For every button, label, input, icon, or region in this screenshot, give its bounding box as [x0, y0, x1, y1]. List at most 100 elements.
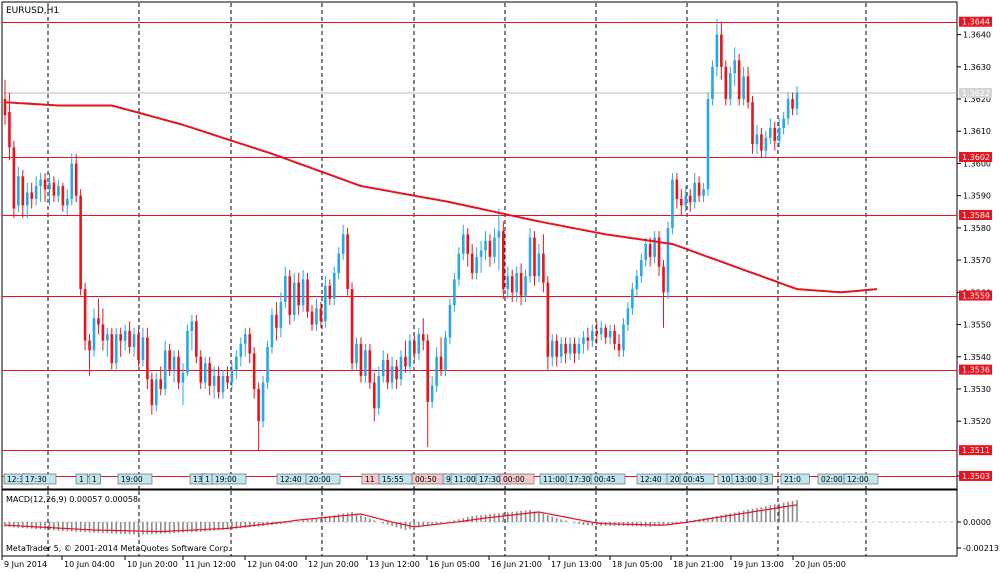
time-label-text: 00:45 [683, 475, 705, 484]
candle-body [604, 327, 607, 338]
time-label-tag [305, 473, 341, 485]
candle-body [332, 272, 336, 299]
price-tick-label: 1.3550 [963, 321, 991, 330]
candle-body [199, 356, 203, 383]
candle-body [728, 73, 732, 100]
candle-body [773, 128, 777, 141]
time-tick-label: 20 Jun 05:00 [795, 560, 846, 569]
candle-body [39, 179, 42, 187]
candle-body [146, 337, 149, 380]
candle-body [488, 240, 492, 257]
candle-body [248, 334, 252, 354]
candle-body [34, 186, 38, 199]
candle-body [12, 147, 16, 209]
time-label-tag [679, 473, 715, 485]
time-label-text: 12:40 [640, 475, 662, 484]
time-label-text: 13:00 [735, 475, 757, 484]
time-label-text: 00:50 [415, 475, 437, 484]
chart-title: EURUSD,H1 [6, 6, 59, 16]
candle-body [128, 330, 131, 348]
candle-body [25, 192, 29, 206]
time-label-text: 15:55 [382, 475, 404, 484]
candle-body [341, 234, 345, 254]
candle-body [461, 234, 465, 254]
candle-body [3, 99, 7, 116]
candle-body [782, 118, 785, 129]
level-price-label: 1.3559 [962, 292, 990, 301]
candle-body [315, 308, 318, 325]
candle-body [435, 356, 438, 386]
candle-body [275, 314, 278, 328]
candle-body [684, 195, 688, 206]
current-price-label: 1.3622 [962, 89, 990, 98]
candle-body [791, 99, 794, 109]
price-tick-label: 1.3530 [963, 385, 991, 394]
candle-body [79, 195, 82, 290]
candle-body [479, 250, 483, 257]
moving-average-line [4, 101, 878, 294]
time-label-text: 12:40 [280, 475, 302, 484]
time-label-text: 17:30 [479, 475, 501, 484]
candle-body [114, 334, 118, 364]
time-tick-label: 19 Jun 13:00 [733, 560, 784, 569]
candle-body [92, 318, 96, 351]
candle-body [195, 321, 198, 357]
time-tick-label: 9 Jun 2014 [4, 560, 47, 569]
candle-body [608, 330, 612, 338]
candle-body [137, 334, 140, 360]
level-price-label: 1.3584 [962, 211, 990, 220]
time-label-text: 19:00 [215, 475, 237, 484]
time-label-text: 17:30 [25, 475, 47, 484]
candle-body [497, 231, 501, 238]
candle-body [537, 253, 541, 277]
candle-body [559, 343, 563, 357]
candle-body [546, 282, 550, 357]
candle-body [288, 276, 292, 315]
time-label-text: 11:00 [454, 475, 476, 484]
price-tick-label: 1.3610 [963, 127, 991, 136]
candle-body [599, 327, 603, 335]
candle-body [154, 379, 158, 406]
candle-body [284, 276, 287, 302]
candle-body [266, 347, 269, 383]
candle-body [292, 282, 296, 315]
candle-body [524, 276, 527, 296]
candle-body [106, 334, 109, 341]
candle-body [43, 179, 47, 190]
candle-body [83, 289, 87, 341]
price-tick-label: 1.3640 [963, 31, 991, 40]
candle-body [675, 179, 679, 199]
candle-body [715, 34, 719, 67]
candle-body [426, 340, 429, 402]
copyright-text: MetaTrader 5, © 2001-2014 MetaQuotes Sof… [6, 544, 231, 553]
time-axis: 9 Jun 2014 10 Jun 04:00 10 Jun 20:00 11 Jun… [1, 556, 846, 569]
candle-body [542, 253, 545, 283]
candle-body [644, 244, 648, 261]
time-tick-label: 18 Jun 05:00 [612, 560, 663, 569]
candle-body [453, 279, 456, 306]
candle-body [310, 311, 314, 325]
candle-body [475, 256, 478, 273]
candle-body [417, 334, 421, 354]
candle-body [346, 234, 349, 290]
macd-axis: 0.0000 -0.00213 [957, 518, 999, 553]
time-label-text: 00:00 [503, 475, 525, 484]
candle-body [186, 330, 189, 373]
time-label-text: 20:00 [309, 475, 331, 484]
candle-body [399, 356, 403, 380]
time-label-tag [88, 473, 101, 485]
candle-body [172, 356, 176, 370]
candle-body [622, 324, 625, 351]
time-tick-label: 18 Jun 21:00 [673, 560, 724, 569]
time-label-tag [590, 473, 626, 485]
candle-body [470, 253, 474, 273]
candle-body [444, 337, 447, 370]
time-label-tag [117, 473, 153, 485]
candle-body [697, 182, 701, 196]
candle-body [159, 379, 163, 389]
time-label-tag [843, 473, 879, 485]
candle-body [177, 356, 180, 383]
candle-body [515, 272, 518, 293]
level-price-tag [959, 152, 992, 163]
candle-body [381, 359, 385, 377]
